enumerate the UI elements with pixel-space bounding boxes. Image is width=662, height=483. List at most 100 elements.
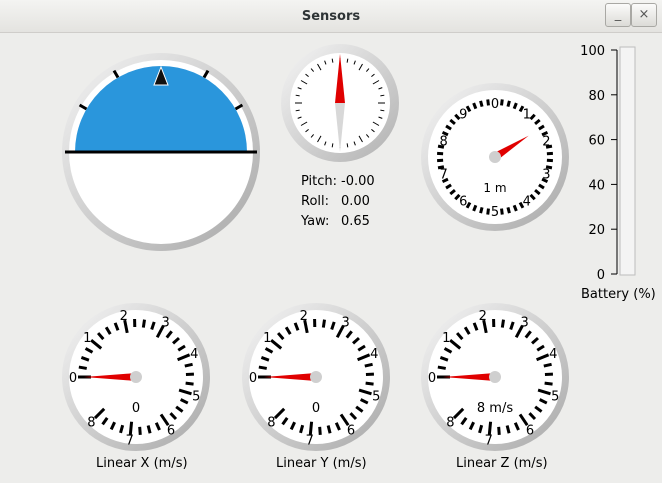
compass-tick <box>365 134 370 138</box>
linear-gauge-scale-label: 1 <box>83 331 91 346</box>
battery-tick-label: 20 <box>588 223 605 238</box>
minimize-button[interactable]: _ <box>605 3 631 27</box>
altitude-scale-label: 9 <box>459 107 467 122</box>
linear-gauge-tick <box>500 319 505 328</box>
linear-gauge-tick <box>169 412 178 421</box>
altitude-tick <box>545 144 553 149</box>
linear-gauge-tick <box>439 356 449 362</box>
altitude-tick <box>534 118 541 126</box>
compass-tick <box>295 109 300 112</box>
compass-south-needle-icon <box>335 103 345 152</box>
linear-gauge-tick <box>349 412 358 421</box>
altitude-tick <box>506 100 511 108</box>
linear-gauge-tick <box>159 413 170 427</box>
altitude-tick <box>441 130 449 137</box>
linear-gauge-scale-label: 7 <box>126 434 134 449</box>
linear-gauge-tick <box>150 321 156 330</box>
battery-track[interactable] <box>619 46 636 276</box>
linear-gauge-scale-label: 7 <box>485 434 493 449</box>
altitude-scale-label: 5 <box>491 205 499 220</box>
linear-gauge-tick <box>355 405 364 413</box>
title-bar: Sensors _ × <box>0 0 662 33</box>
linear-gauge-scale-label: 8 <box>87 416 95 431</box>
altitude-tick <box>500 208 504 215</box>
linear-gauge-scale-label: 0 <box>428 371 436 386</box>
linear-gauge-scale-label: 3 <box>342 315 350 330</box>
linear-gauge-tick <box>455 332 464 341</box>
roll-tick <box>112 69 120 79</box>
altitude-tick <box>472 102 478 110</box>
linear-gauge-hub <box>310 371 322 383</box>
linear-gauge-tick <box>518 413 529 427</box>
linear-gauge-tick <box>318 426 322 435</box>
altitude-tick <box>445 183 452 190</box>
linear-gauge-scale-label: 4 <box>549 347 557 362</box>
altitude-tick <box>506 206 511 214</box>
linear-gauge-tick <box>113 322 120 331</box>
close-button[interactable]: × <box>631 3 657 27</box>
linear-gauge-tick <box>534 405 543 413</box>
compass-tick <box>353 141 356 146</box>
linear-gauge-tick <box>460 417 468 426</box>
linear-gauge-tick <box>339 413 350 427</box>
altitude-tick <box>454 193 461 201</box>
altitude-tick <box>534 188 541 196</box>
compass-tick <box>310 68 315 72</box>
compass-tick <box>371 128 375 133</box>
linear-gauge-tick <box>101 417 109 426</box>
linear-gauge-tick <box>482 319 488 334</box>
linear-gauge-tick <box>528 412 537 421</box>
altitude-tick <box>529 113 536 121</box>
linear-gauge-scale-label: 2 <box>300 309 308 324</box>
linear-gauge-tick <box>357 344 366 352</box>
compass-tick <box>331 58 334 63</box>
linear-gauge-tick <box>513 422 520 431</box>
altitude-tick <box>479 100 484 108</box>
orientation-readout: Pitch: -0.00 Roll: 0.00 Yaw: 0.65 <box>301 174 375 234</box>
altitude-tick <box>465 201 472 209</box>
pitch-value: -0.00 <box>341 174 375 189</box>
battery-tick-label: 100 <box>580 44 605 59</box>
linear-gauge-hub <box>130 371 142 383</box>
compass-tick <box>305 128 309 133</box>
linear-gauge-scale-label: 8 <box>446 416 454 431</box>
altitude-tick <box>500 99 504 106</box>
linear-gauge-tick <box>443 347 453 354</box>
linear-gauge-scale-label: 7 <box>306 434 314 449</box>
compass-tick <box>371 73 375 78</box>
altitude-scale-label: 8 <box>440 134 448 149</box>
linear-gauge-scale-label: 1 <box>263 331 271 346</box>
linear-gauge-tick <box>96 332 105 341</box>
battery-tick-label: 60 <box>588 134 605 149</box>
altitude-tick <box>479 206 484 214</box>
linear-gauge-tick <box>154 422 161 431</box>
linear-gauge-scale-label: 6 <box>347 423 355 438</box>
linear-gauge-tick <box>104 326 112 335</box>
altitude-tick <box>512 204 518 212</box>
altitude-tick <box>518 201 525 209</box>
linear-gauge-tick <box>543 362 552 368</box>
compass-tick <box>295 94 300 97</box>
linear-gauge-tick <box>524 330 532 339</box>
linear-gauge-tick <box>365 381 374 386</box>
altitude-hub <box>489 151 501 163</box>
linear-y-label: Linear Y (m/s) <box>276 456 367 471</box>
linear-gauge-tick <box>544 381 553 386</box>
linear-gauge-tick <box>299 424 305 434</box>
compass-tick <box>297 116 302 119</box>
linear-gauge-tick <box>119 424 125 434</box>
linear-gauge-tick <box>452 407 465 420</box>
battery-tick-label: 40 <box>588 178 605 193</box>
linear-gauge-scale-label: 4 <box>190 347 198 362</box>
battery-label: Battery (%) <box>581 287 656 302</box>
linear-gauge-tick <box>184 362 193 368</box>
linear-gauge-tick <box>155 325 165 339</box>
linear-gauge-tick <box>308 421 314 435</box>
battery-tick-label: 0 <box>597 268 605 283</box>
altitude-needle-icon <box>492 135 529 161</box>
linear-gauge-needle-icon <box>264 373 316 381</box>
battery-tick-label: 80 <box>588 89 605 104</box>
linear-gauge-tick <box>123 319 129 334</box>
linear-z-label: Linear Z (m/s) <box>456 456 548 471</box>
linear-gauge-center-text: 0 <box>312 401 320 416</box>
